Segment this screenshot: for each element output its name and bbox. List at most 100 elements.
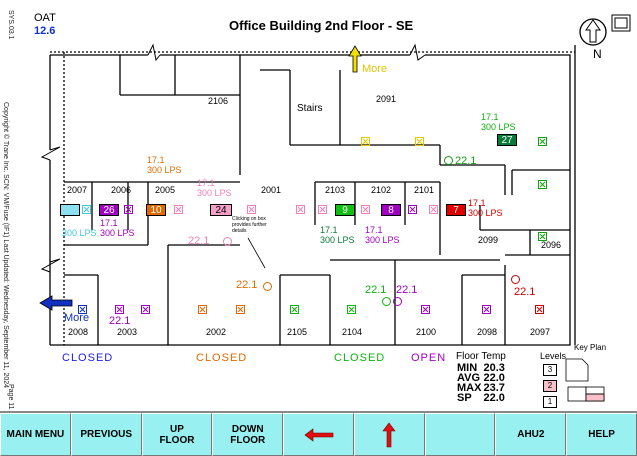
blank-button[interactable] bbox=[424, 413, 496, 456]
navigation-toolbar: MAIN MENU PREVIOUS UP FLOOR DOWN FLOOR AHU… bbox=[0, 411, 637, 456]
sensor-icon[interactable] bbox=[263, 282, 272, 291]
ahu2-button[interactable]: AHU2 bbox=[495, 413, 567, 456]
indicator-2005[interactable]: 10 bbox=[146, 204, 166, 216]
up-arrow-icon[interactable] bbox=[347, 44, 363, 74]
up-arrow-icon bbox=[382, 422, 396, 447]
flow-2103: 17.1 300 LPS bbox=[320, 225, 355, 245]
room-2106: 2106 bbox=[208, 96, 229, 106]
key-plan-title: Key Plan bbox=[574, 343, 607, 352]
left-arrow-icon bbox=[304, 427, 333, 442]
flow-2007: 300 LPS bbox=[62, 228, 97, 238]
flow-2005: 17.1 300 LPS bbox=[147, 155, 182, 175]
damper-box[interactable] bbox=[141, 305, 150, 314]
damper-box[interactable] bbox=[482, 305, 491, 314]
damper-box[interactable] bbox=[347, 305, 356, 314]
damper-box[interactable] bbox=[318, 205, 327, 214]
main-menu-button[interactable]: MAIN MENU bbox=[0, 413, 71, 456]
level-2-button[interactable]: 2 bbox=[543, 380, 557, 392]
room-2091: 2091 bbox=[376, 94, 397, 104]
sensor-icon[interactable] bbox=[444, 156, 453, 165]
left-arrow-icon[interactable] bbox=[38, 294, 74, 312]
down-floor-button[interactable]: DOWN FLOOR bbox=[212, 413, 284, 456]
sensor-icon[interactable] bbox=[393, 297, 402, 306]
damper-box[interactable] bbox=[124, 205, 133, 214]
status-2104: CLOSED bbox=[334, 352, 386, 364]
status-2002: CLOSED bbox=[196, 352, 248, 364]
damper-box[interactable] bbox=[174, 205, 183, 214]
damper-box[interactable] bbox=[538, 137, 547, 146]
oat-label: OAT bbox=[34, 12, 56, 24]
sensor-icon[interactable] bbox=[382, 297, 391, 306]
indicator-2001[interactable]: 24 bbox=[210, 204, 232, 216]
room-2008: 2008 bbox=[68, 327, 89, 337]
key-plan-map[interactable] bbox=[564, 357, 614, 409]
sensor-icon[interactable] bbox=[223, 237, 232, 246]
damper-box[interactable] bbox=[421, 305, 430, 314]
more-left-link[interactable]: More bbox=[64, 312, 90, 324]
damper-box[interactable] bbox=[408, 205, 417, 214]
indicator-2102[interactable]: 8 bbox=[381, 204, 401, 216]
damper-box[interactable] bbox=[198, 305, 207, 314]
indicator-2103[interactable]: 9 bbox=[335, 204, 355, 216]
indicator-2007[interactable] bbox=[60, 204, 80, 216]
room-2102: 2102 bbox=[371, 185, 392, 195]
sensor-icon[interactable] bbox=[511, 275, 520, 284]
indicator-2101[interactable]: 7 bbox=[446, 204, 466, 216]
indicator-2006[interactable]: 26 bbox=[99, 204, 119, 216]
room-2001: 2001 bbox=[261, 185, 282, 195]
flow-2006: 17.1 300 LPS bbox=[100, 218, 135, 238]
help-button[interactable]: HELP bbox=[566, 413, 637, 456]
temp-2002: 22.1 bbox=[236, 279, 258, 291]
damper-box[interactable] bbox=[247, 205, 256, 214]
status-2008: CLOSED bbox=[62, 352, 114, 364]
annotation-note: Clicking on box provides further details bbox=[232, 216, 267, 234]
floor-plan-walls bbox=[39, 14, 631, 346]
up-floor-button[interactable]: UP FLOOR bbox=[141, 413, 213, 456]
damper-box[interactable] bbox=[361, 205, 370, 214]
damper-box[interactable] bbox=[78, 305, 87, 314]
temp-2100: 22.1 bbox=[396, 284, 418, 296]
room-2103: 2103 bbox=[325, 185, 346, 195]
damper-box[interactable] bbox=[415, 137, 424, 146]
damper-box[interactable] bbox=[429, 205, 438, 214]
damper-box[interactable] bbox=[538, 180, 547, 189]
damper-box[interactable] bbox=[361, 137, 370, 146]
damper-box[interactable] bbox=[290, 305, 299, 314]
level-3-button[interactable]: 3 bbox=[543, 364, 557, 376]
temp-2104: 22.1 bbox=[365, 284, 387, 296]
indicator-2091[interactable]: 27 bbox=[497, 134, 517, 146]
north-label: N bbox=[593, 47, 602, 61]
oat-value: 12.6 bbox=[34, 25, 56, 37]
damper-box[interactable] bbox=[82, 205, 91, 214]
room-2097: 2097 bbox=[530, 327, 551, 337]
previous-button[interactable]: PREVIOUS bbox=[70, 413, 142, 456]
system-id-text: SYS.03.1 bbox=[7, 10, 14, 40]
room-2002: 2002 bbox=[206, 327, 227, 337]
level-1-button[interactable]: 1 bbox=[543, 396, 557, 408]
floor-temp-table: MIN 20.3 AVG 22.0 MAX 23.7 SP 22.0 bbox=[457, 362, 505, 404]
flow-2099: 17.1 300 LPS bbox=[468, 198, 503, 218]
room-stairs: Stairs bbox=[297, 103, 323, 114]
damper-box[interactable] bbox=[115, 305, 124, 314]
flow-2001: 17.1 300 LPS bbox=[197, 178, 232, 198]
room-2096: 2096 bbox=[541, 240, 562, 250]
damper-box[interactable] bbox=[236, 305, 245, 314]
previous-page-button[interactable] bbox=[283, 413, 354, 456]
room-2104: 2104 bbox=[342, 327, 363, 337]
damper-box[interactable] bbox=[535, 305, 544, 314]
room-2003: 2003 bbox=[117, 327, 138, 337]
damper-box[interactable] bbox=[296, 205, 305, 214]
north-arrow-icon bbox=[579, 18, 607, 46]
room-2099: 2099 bbox=[478, 235, 499, 245]
temp-2091: 22.1 bbox=[455, 155, 477, 167]
damper-box[interactable] bbox=[538, 232, 547, 241]
next-page-button[interactable] bbox=[353, 413, 425, 456]
more-up-link[interactable]: More bbox=[362, 63, 388, 75]
logo-icon bbox=[611, 14, 631, 32]
room-2100: 2100 bbox=[416, 327, 437, 337]
floor-temp-title: Floor Temp bbox=[456, 351, 506, 362]
room-2005: 2005 bbox=[155, 185, 176, 195]
room-2006: 2006 bbox=[111, 185, 132, 195]
temp-2097: 22.1 bbox=[514, 286, 536, 298]
temp-2003: 22.1 bbox=[109, 315, 131, 327]
